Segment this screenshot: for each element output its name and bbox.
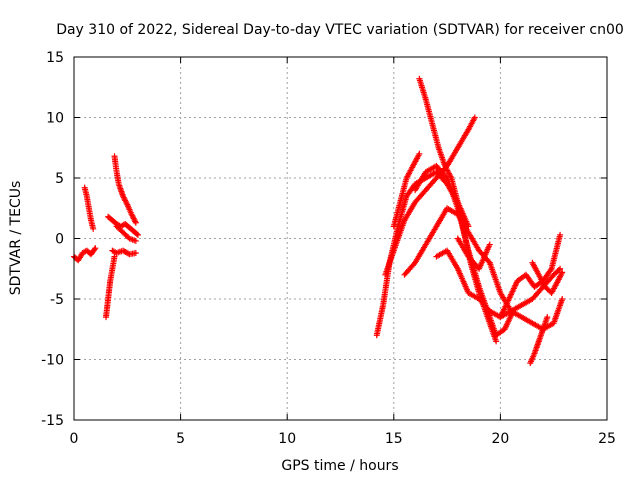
data-point [133, 230, 140, 237]
axis-ticks: 0 5 10 15 20 25 -15 -10 -5 0 5 10 15 [41, 50, 616, 447]
chart-title: Day 310 of 2022, Sidereal Day-to-day VTE… [56, 22, 624, 38]
series-track-d [105, 213, 141, 238]
series-track-s [529, 259, 566, 296]
series-track-r [527, 314, 551, 367]
x-tick-label: 15 [385, 431, 403, 447]
data-point [111, 253, 118, 260]
series-track-j [390, 150, 423, 230]
series-track-o [454, 235, 493, 272]
x-tick-label: 10 [278, 431, 296, 447]
data-point [91, 246, 98, 253]
y-tick-label: -15 [41, 413, 64, 429]
data-point [493, 338, 500, 345]
data-point [555, 266, 562, 273]
data-point [90, 225, 97, 232]
x-axis-label: GPS time / hours [281, 458, 398, 474]
data-point [442, 173, 449, 180]
x-tick-label: 20 [491, 431, 509, 447]
series-track-e [111, 153, 139, 226]
data-point [557, 265, 564, 272]
data-point [559, 296, 566, 302]
series-track-c [102, 253, 118, 321]
x-tick-label: 5 [176, 431, 185, 447]
data-point [544, 314, 551, 321]
series-track-i [382, 114, 478, 278]
y-tick-label: 5 [55, 171, 64, 187]
series-track-n [433, 247, 564, 321]
x-tick-label: 25 [598, 431, 616, 447]
data-markers [71, 75, 566, 367]
data-point [132, 237, 139, 244]
y-tick-label: 15 [46, 50, 64, 66]
data-point [547, 267, 554, 274]
data-point [486, 241, 493, 248]
series-track-f [109, 247, 139, 258]
data-point [132, 219, 139, 226]
data-point [134, 231, 141, 238]
y-axis-label: SDTVAR / TECUs [8, 181, 24, 296]
data-point [92, 245, 99, 252]
data-point [559, 269, 566, 276]
y-tick-label: 0 [55, 232, 64, 248]
x-tick-label: 0 [70, 431, 79, 447]
y-tick-label: -10 [41, 353, 64, 369]
series-track-a [71, 245, 99, 264]
series-track-b [81, 184, 97, 232]
series-track-g [113, 223, 139, 244]
data-point [557, 231, 564, 238]
data-point [416, 150, 423, 157]
data-point [132, 250, 139, 257]
y-tick-label: -5 [50, 292, 64, 308]
grid [74, 57, 607, 420]
y-tick-label: 10 [46, 111, 64, 127]
data-point [471, 114, 478, 121]
data-point [485, 258, 492, 265]
